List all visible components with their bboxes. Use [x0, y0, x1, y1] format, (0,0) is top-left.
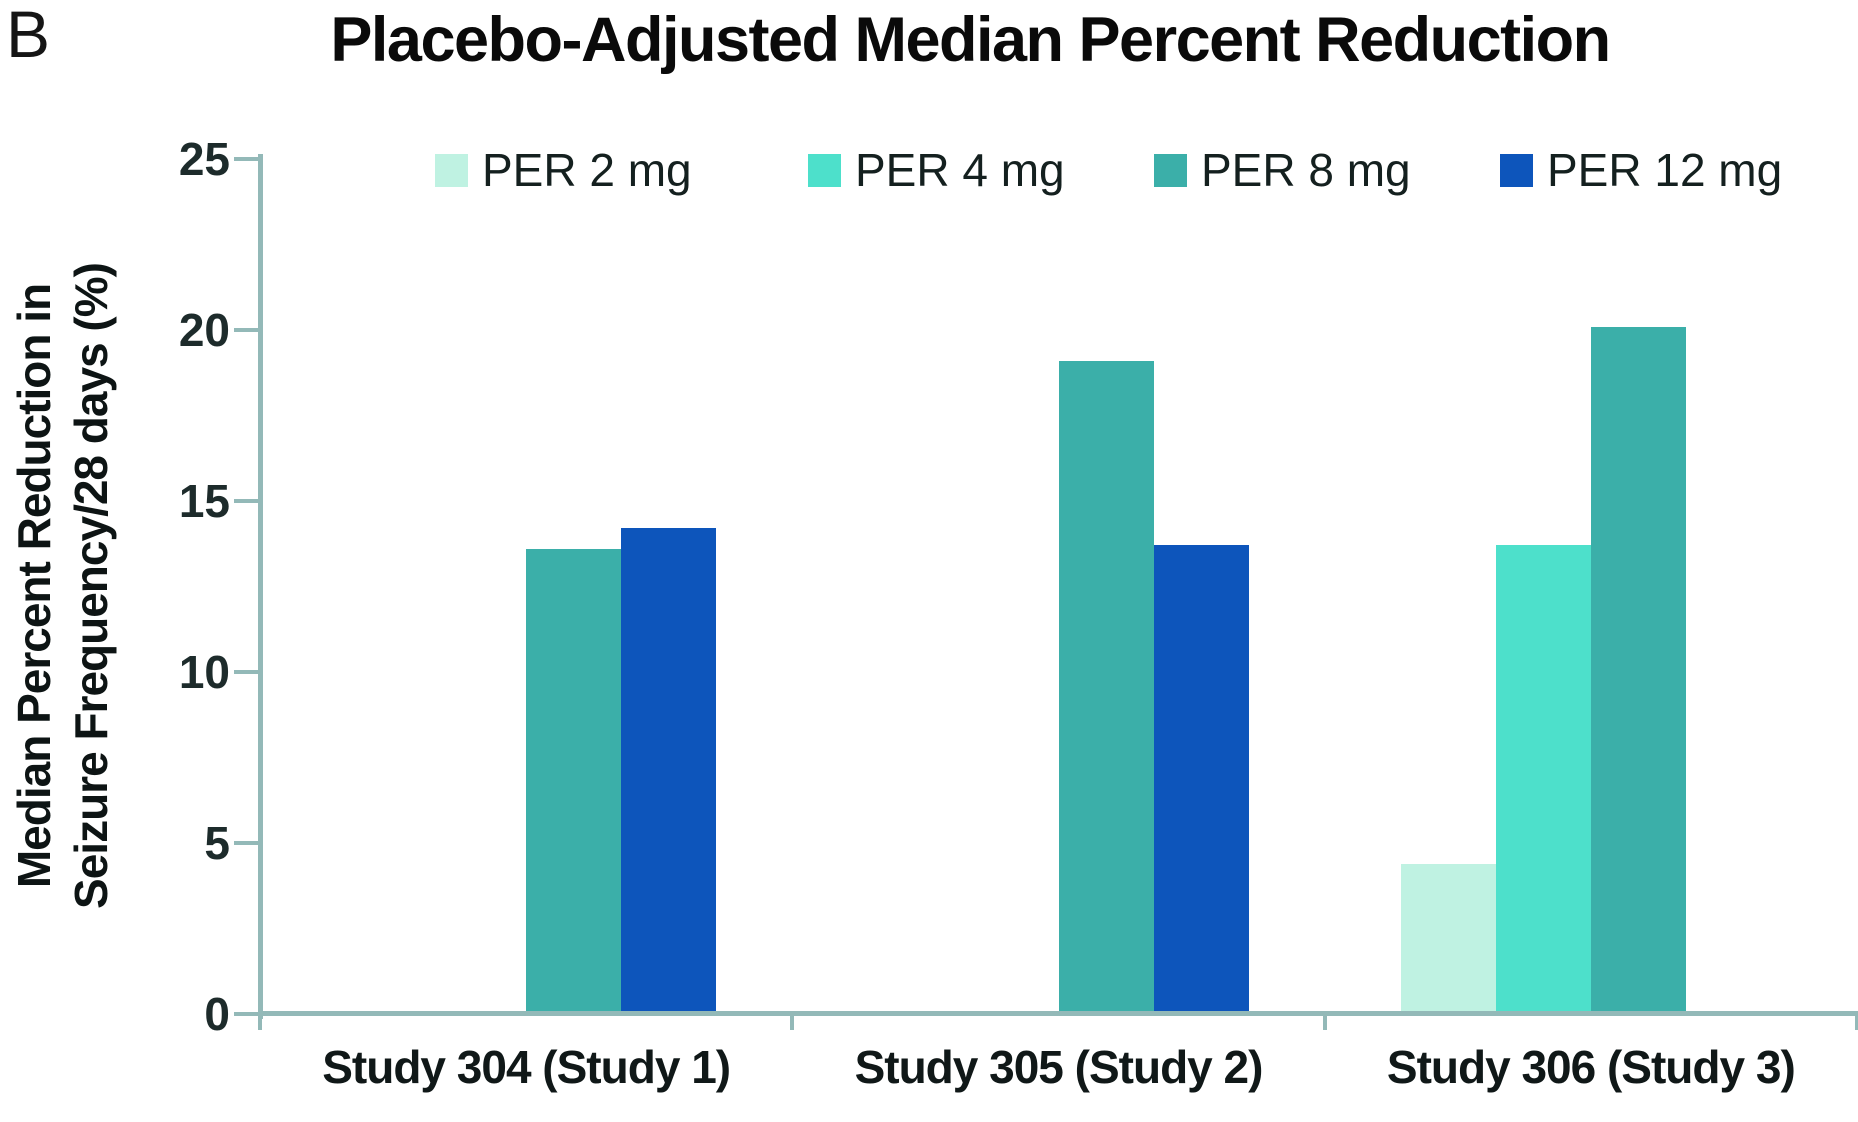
y-tick-label-25: 25 [178, 133, 230, 185]
y-tick-label-20: 20 [178, 304, 230, 356]
y-tick-label-0: 0 [204, 988, 230, 1040]
bar-per-4-mg-study-306-study-3 [1495, 545, 1591, 1014]
legend-label-per-12-mg: PER 12 mg [1547, 144, 1783, 196]
legend-label-per-8-mg: PER 8 mg [1201, 144, 1411, 196]
y-tick-label-15: 15 [178, 475, 230, 527]
legend-item-per-2-mg: PER 2 mg [435, 144, 692, 196]
panel-label: B [6, 0, 51, 71]
legend-swatch-per-8-mg [1154, 153, 1187, 187]
legend-swatch-per-4-mg [808, 153, 841, 187]
legend-swatch-per-2-mg [435, 153, 468, 187]
x-tick-mark-2 [1322, 1014, 1327, 1030]
bar-per-8-mg-study-305-study-2 [1058, 360, 1154, 1014]
y-tick-label-10: 10 [178, 646, 230, 698]
y-tick-mark-0 [234, 1012, 258, 1016]
bar-per-2-mg-study-306-study-3 [1400, 863, 1496, 1014]
legend-item-per-8-mg: PER 8 mg [1154, 144, 1411, 196]
x-tick-mark-1 [790, 1014, 795, 1030]
y-tick-mark-15 [234, 499, 258, 503]
y-tick-mark-10 [234, 670, 258, 674]
y-axis-line [258, 154, 263, 1019]
bar-per-8-mg-study-306-study-3 [1590, 326, 1686, 1014]
bar-per-12-mg-study-305-study-2 [1153, 545, 1249, 1014]
bar-per-8-mg-study-304-study-1 [526, 548, 622, 1014]
legend-item-per-12-mg: PER 12 mg [1500, 144, 1783, 196]
legend-item-per-4-mg: PER 4 mg [808, 144, 1065, 196]
y-tick-mark-5 [234, 841, 258, 845]
x-axis-line [258, 1011, 1858, 1016]
bar-per-12-mg-study-304-study-1 [621, 528, 717, 1014]
legend-swatch-per-12-mg [1500, 153, 1533, 187]
y-tick-mark-20 [234, 328, 258, 332]
x-category-label-study-304-study-1: Study 304 (Study 1) [322, 1041, 731, 1093]
legend-label-per-4-mg: PER 4 mg [855, 144, 1065, 196]
x-tick-mark-0 [258, 1014, 262, 1030]
x-tick-mark-3 [1855, 1014, 1858, 1030]
y-tick-label-5: 5 [204, 817, 230, 869]
legend-label-per-2-mg: PER 2 mg [482, 144, 692, 196]
x-category-label-study-306-study-3: Study 306 (Study 3) [1386, 1041, 1796, 1093]
x-category-label-study-305-study-2: Study 305 (Study 2) [854, 1041, 1264, 1093]
chart-title: Placebo-Adjusted Median Percent Reductio… [330, 5, 1611, 75]
y-tick-mark-25 [234, 157, 258, 161]
